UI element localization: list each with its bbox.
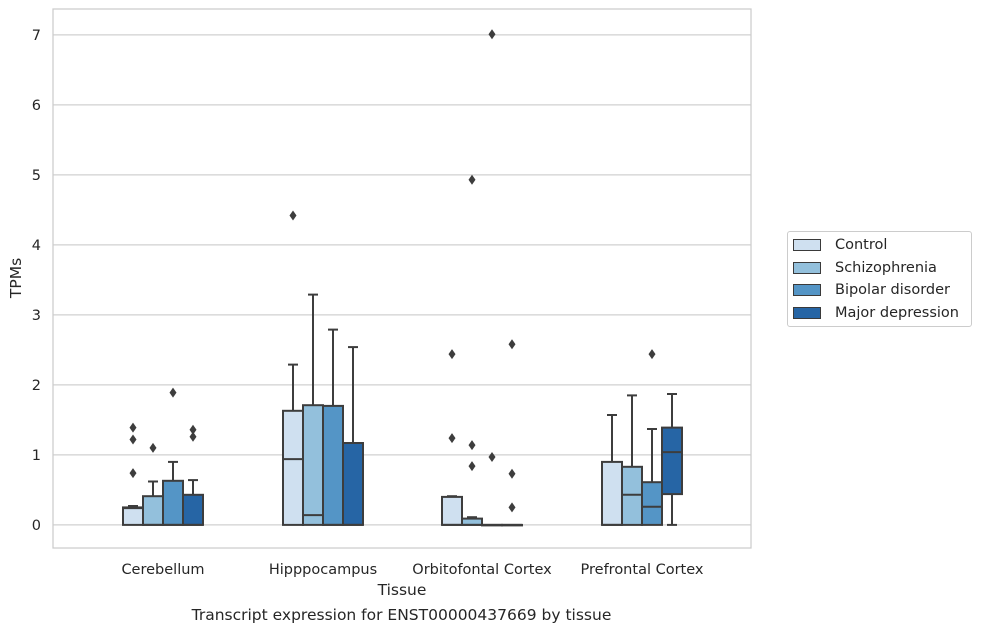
x-tick-label-cerebellum: Cerebellum [121,562,204,578]
outlier-point [488,452,496,462]
box-body [182,493,204,526]
tick-labels: 0 1 2 3 4 5 6 7 Cerebellum Hipppocampus Orbitofont… [32,28,704,578]
outlier-point [648,349,656,360]
box-bipolar-disorder-cerebellum [162,387,184,526]
box-body [302,404,324,526]
y-tick-label: 0 [32,518,41,534]
outlier-point [488,29,496,40]
outlier-point [169,387,177,398]
x-tick-label-prefrontal-cortex: Prefrontal Cortex [581,562,704,578]
box-bipolar-disorder-orbitofontal-cortex [481,29,503,527]
box-control-hipppocampus [282,210,304,526]
legend-swatch-bipolar-disorder [793,284,821,296]
y-tick-label: 2 [32,378,41,394]
legend-item-major-depression: Major depression [793,304,959,322]
box-body [661,426,683,496]
box-control-orbitofontal-cortex [441,349,463,526]
box-major-depression-prefrontal-cortex [661,393,683,526]
outlier-point [448,349,456,360]
legend-swatch-control [793,239,821,251]
legend-swatch-major-depression [793,307,821,319]
box-schizophrenia-hipppocampus [302,293,324,526]
outlier-point [508,468,516,479]
box-bipolar-disorder-hipppocampus [322,328,344,526]
legend-label-major-depression: Major depression [835,305,959,321]
outlier-point [129,422,137,433]
y-tick-label: 1 [32,448,41,464]
box-body [162,479,184,526]
legend-label-bipolar-disorder: Bipolar disorder [835,282,950,298]
boxplot-marks [122,29,683,527]
legend-swatch-schizophrenia [793,262,821,274]
box-body [621,465,643,526]
legend-item-control: Control [793,236,887,254]
box-control-prefrontal-cortex [601,414,623,526]
outlier-point [189,424,197,435]
box-body [342,442,364,526]
box-major-depression-orbitofontal-cortex [501,339,523,527]
x-axis-label: Tissue [377,581,427,599]
box-schizophrenia-prefrontal-cortex [621,394,643,526]
gridlines [53,34,751,526]
box-body [641,481,663,526]
legend-item-bipolar-disorder: Bipolar disorder [793,281,950,299]
box-schizophrenia-cerebellum [142,442,164,526]
plot-area-frame [52,8,752,549]
outlier-point [468,440,476,451]
x-tick-label-orbitofontal-cortex: Orbitofontal Cortex [412,562,552,578]
legend-item-schizophrenia: Schizophrenia [793,259,937,277]
outlier-point [289,210,297,221]
legend-label-control: Control [835,237,888,253]
outlier-point [189,431,197,442]
outlier-point [129,468,137,479]
chart-legend: Control Schizophrenia Bipolar disorder M… [787,231,972,327]
box-schizophrenia-orbitofontal-cortex [461,174,483,526]
box-major-depression-cerebellum [182,424,204,526]
outlier-point [508,502,516,513]
outlier-point [468,461,476,472]
y-tick-label: 3 [32,308,41,324]
outlier-point [448,433,456,444]
x-tick-label-hipppocampus: Hipppocampus [269,562,377,578]
box-body [441,495,463,526]
outlier-point [149,442,157,453]
y-tick-label: 5 [32,168,41,184]
figure-caption: Transcript expression for ENST0000043766… [191,606,612,624]
legend-label-schizophrenia: Schizophrenia [835,260,937,276]
box-major-depression-hipppocampus [342,346,364,526]
box-body [142,495,164,526]
box-body [122,506,144,526]
y-axis-label: TPMs [7,258,25,299]
outlier-point [129,434,137,445]
box-body [322,404,344,526]
y-tick-label: 4 [32,238,41,254]
outlier-point [508,339,516,350]
y-tick-label: 7 [32,28,41,44]
box-body [601,460,623,526]
box-bipolar-disorder-prefrontal-cortex [641,349,663,526]
outlier-point [468,174,476,185]
box-control-cerebellum [122,422,144,526]
y-tick-label: 6 [32,98,41,114]
box-body [282,409,304,526]
